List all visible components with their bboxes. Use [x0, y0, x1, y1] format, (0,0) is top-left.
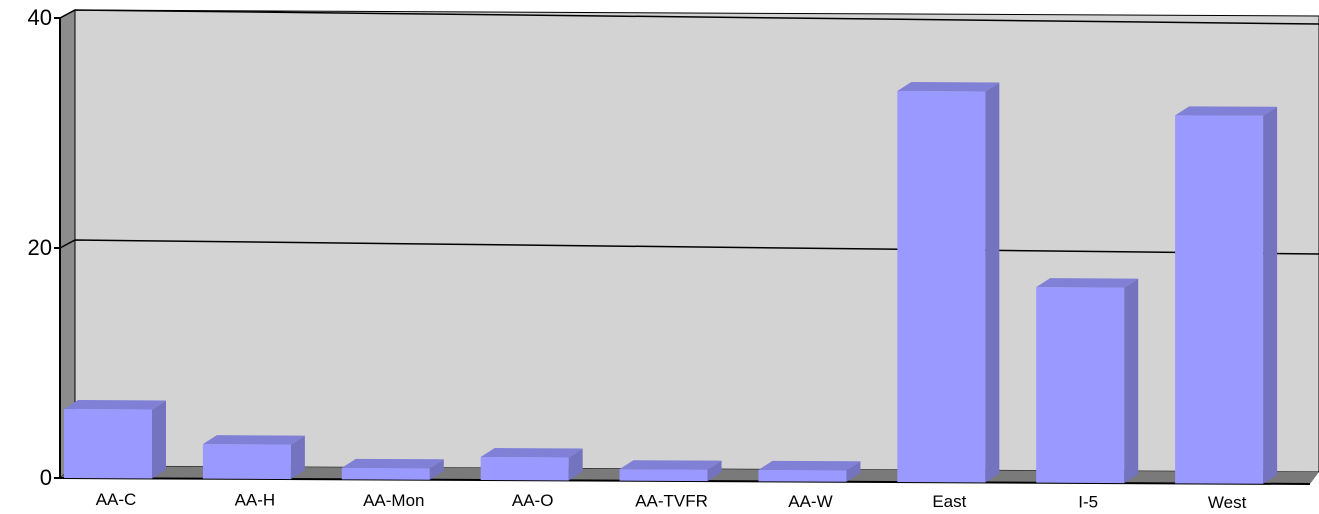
- x-tick-label: West: [1208, 493, 1247, 512]
- bar-side: [290, 435, 305, 480]
- x-axis-labels: AA-C AA-H AA-Mon AA-O AA-TVFR AA-W East I-5 West: [96, 490, 1247, 512]
- bar-top: [341, 458, 444, 469]
- bar-front: [758, 469, 847, 482]
- x-tick-label: AA-W: [788, 492, 832, 511]
- bar-side: [985, 82, 1000, 483]
- bar-front: [202, 444, 291, 480]
- bar-side: [152, 400, 166, 479]
- bar-top: [480, 448, 583, 458]
- bar: [619, 460, 722, 482]
- bar-front: [480, 457, 569, 481]
- bar-top: [897, 82, 1000, 92]
- bar-side: [707, 460, 722, 482]
- bar-front: [1175, 115, 1264, 484]
- bar: [202, 435, 305, 480]
- x-tick-label: East: [932, 492, 966, 511]
- bar: [64, 400, 166, 479]
- bar-side: [429, 459, 444, 480]
- x-tick-label: I-5: [1078, 492, 1098, 511]
- y-axis-ticks: 0 20 40: [28, 5, 60, 490]
- x-tick-label: AA-C: [96, 490, 137, 509]
- gridline: [59, 9, 1319, 25]
- bar: [480, 448, 583, 481]
- bar-front: [1036, 287, 1125, 484]
- bar-side: [846, 461, 861, 482]
- x-tick-label: AA-O: [512, 491, 554, 510]
- y-tick-label: 40: [28, 5, 52, 30]
- bar-top: [202, 435, 305, 445]
- x-tick-label: AA-Mon: [363, 491, 424, 510]
- x-tick-label: AA-H: [235, 490, 276, 509]
- bar-side: [1124, 278, 1139, 484]
- bar-front: [619, 469, 708, 482]
- bar-side: [568, 448, 583, 481]
- bar-top: [1175, 106, 1278, 116]
- bar: [341, 458, 444, 480]
- bar-front: [341, 467, 430, 480]
- bar-top: [619, 460, 722, 470]
- bar: [1175, 106, 1278, 484]
- bar-front: [897, 91, 986, 483]
- bar-top: [758, 460, 861, 471]
- bar: [1036, 278, 1139, 484]
- y-tick-label: 20: [28, 235, 52, 260]
- bar: [758, 460, 861, 482]
- y-tick-label: 0: [40, 465, 52, 490]
- bar-top: [64, 400, 166, 410]
- bar-side: [1263, 106, 1278, 484]
- bars: [64, 82, 1278, 484]
- x-tick-label: AA-TVFR: [635, 491, 708, 510]
- bar-top: [1036, 278, 1139, 288]
- bar-front: [64, 409, 152, 479]
- bar: [897, 82, 1000, 483]
